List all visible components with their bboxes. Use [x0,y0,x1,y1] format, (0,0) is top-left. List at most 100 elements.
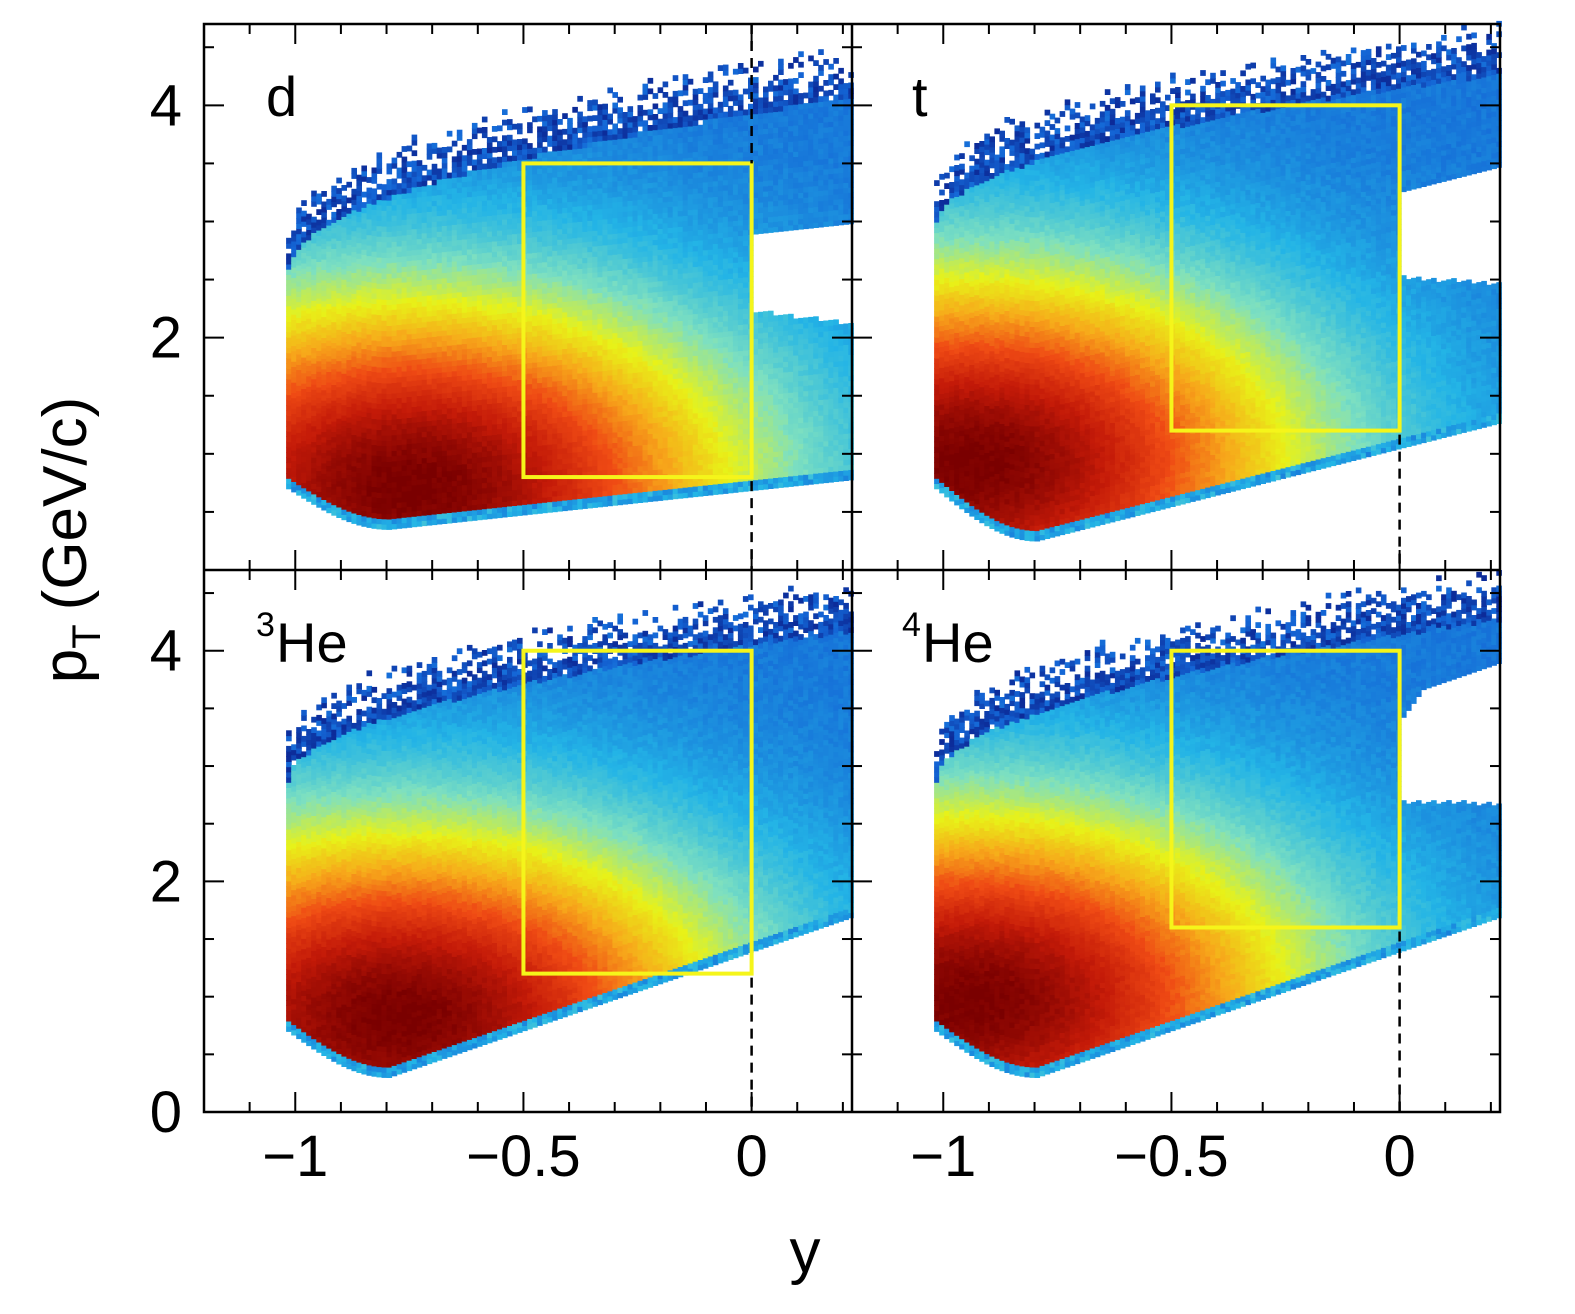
heat-cell-p1-261 [306,214,312,220]
heat-cell-p1-1337 [392,241,398,247]
heat-cell-p1-523 [331,369,337,375]
heat-cell-p1-1607 [412,291,418,297]
heat-cell-p1-254 [306,250,312,256]
heat-cell-p1-1139 [377,210,383,216]
heat-cell-p1-735 [346,250,352,256]
heat-cell-p1-109 [296,427,302,433]
heat-cell-p1-1032 [372,413,378,419]
heat-cell-p1-1233 [387,425,393,431]
heat-cell-p1-1384 [397,356,403,362]
heat-cell-p1-678 [341,216,347,222]
heat-cell-p1-1474 [402,245,408,251]
heat-cell-p1-1480 [402,214,408,220]
heat-cell-p1-1027 [372,439,378,445]
heat-cell-p1-709 [346,386,352,392]
heat-cell-p1-607 [336,256,342,262]
heat-cell-p1-295 [311,327,317,333]
heat-cell-p1-131 [296,312,302,318]
heat-cell-p1-618 [336,193,342,199]
heat-cell-p1-901 [361,406,367,412]
heat-cell-p1-557 [331,186,337,192]
heat-cell-p1-1451 [402,366,408,372]
heat-cell-p1-31 [286,321,292,327]
heat-cell-p1-1364 [397,460,403,466]
heat-cell-p1-115 [296,396,302,402]
heat-cell-p1-199 [301,247,307,253]
heat-cell-p1-1459 [402,324,408,330]
heat-cell-p1-1387 [397,340,403,346]
heat-cell-p1-1317 [392,346,398,352]
heat-cell-p1-1308 [392,393,398,399]
heat-cell-p1-789 [351,293,357,299]
heat-cell-p1-1314 [392,362,398,368]
heat-cell-p1-364 [316,272,322,278]
heat-cell-p1-1025 [372,450,378,456]
heat-cell-p1-1202 [382,242,388,248]
heat-cell-p1-34 [286,306,292,312]
heat-cell-p1-863 [356,253,362,259]
heat-cell-p1-1570 [412,485,418,491]
heat-cell-p1-1383 [397,361,403,367]
heat-cell-p1-1327 [392,294,398,300]
heat-cell-p1-40 [286,274,292,280]
heat-cell-p1-1261 [387,278,393,284]
heat-cell-p1-911 [361,354,367,360]
heat-cell-p1-348 [316,356,322,362]
heat-cell-p1-1077 [372,173,378,179]
heat-cell-p1-829 [356,431,362,437]
heat-cell-p1-624 [341,499,347,505]
heat-cell-p1-966 [367,412,373,418]
heat-cell-p1-872 [356,206,362,212]
heat-cell-p1-1085 [377,492,383,498]
heat-cell-p1-1422 [402,517,408,523]
heat-cell-p1-873 [356,201,362,207]
heat-cell-p1-690 [346,485,352,491]
heat-cell-p1-1406 [397,241,403,247]
heat-cell-p1-650 [341,363,347,369]
heat-cell-p1-603 [336,277,342,283]
heat-cell-p1-322 [316,492,322,498]
heat-cell-p1-19 [286,384,292,390]
heat-cell-p1-23 [286,363,292,369]
heat-cell-p1-1050 [372,319,378,325]
heat-cell-p1-352 [316,335,322,341]
heat-cell-p1-632 [341,457,347,463]
heat-cell-p1-973 [367,376,373,382]
heat-cell-p1-1006 [367,203,373,209]
heat-cell-p1-824 [356,457,362,463]
heat-cell-p1-1488 [402,172,408,178]
heat-cell-p1-345 [316,371,322,377]
heat-cell-p1-173 [301,383,307,389]
heat-cell-p1-1163 [382,446,388,452]
heat-cell-p1-1110 [377,362,383,368]
heat-cell-p1-1446 [402,392,408,398]
heat-cell-p1-1087 [377,482,383,488]
heat-cell-p1-307 [311,264,317,270]
heat-cell-p1-1304 [392,414,398,420]
heat-cell-p1-823 [356,462,362,468]
heat-cell-p1-275 [311,431,317,437]
heat-cell-p1-190 [301,294,307,300]
heat-cell-p1-1197 [382,268,388,274]
heat-cell-p1-1041 [372,366,378,372]
heat-cell-p1-1257 [387,299,393,305]
heat-cell-p1-1088 [377,477,383,483]
heat-cell-p1-982 [367,329,373,335]
heat-cell-p1-1593 [412,365,418,371]
heat-cell-p1-841 [356,368,362,374]
heat-cell-p1-599 [336,298,342,304]
heat-cell-p1-1049 [372,324,378,330]
heat-cell-p1-187 [301,310,307,316]
heat-cell-p1-897 [361,427,367,433]
heat-cell-p1-204 [301,216,307,222]
heat-cell-p1-761 [351,440,357,446]
heat-cell-p1-1026 [372,445,378,451]
heat-cell-p1-267 [311,473,317,479]
heat-cell-p1-305 [311,274,317,280]
heat-cell-p1-1486 [402,183,408,189]
heat-cell-p1-1318 [392,341,398,347]
heat-cell-p1-972 [367,381,373,387]
heat-cell-p1-903 [361,396,367,402]
heat-cell-p1-392 [321,432,327,438]
heat-cell-p1-454 [326,424,332,430]
